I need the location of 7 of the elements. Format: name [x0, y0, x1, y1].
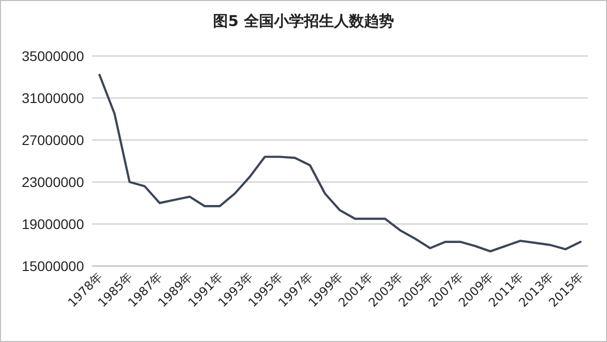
- title: 图5 全国小学招生人数趋势: [213, 12, 394, 30]
- ytick: 27000000: [22, 132, 84, 148]
- ytick: 23000000: [22, 174, 84, 190]
- ytick: 19000000: [22, 216, 84, 232]
- ytick: 15000000: [22, 258, 84, 274]
- ytick: 35000000: [22, 48, 84, 64]
- ytick: 31000000: [22, 90, 84, 106]
